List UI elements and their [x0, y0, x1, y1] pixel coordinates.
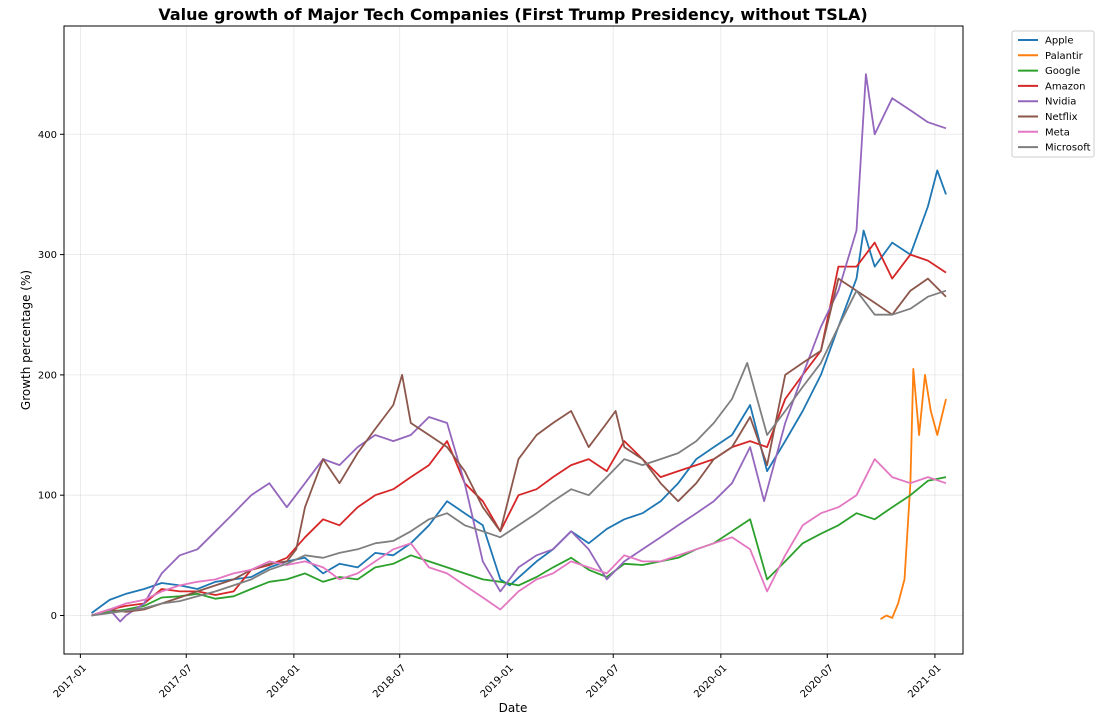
- plot-area-frame: [63, 25, 964, 655]
- y-tick-label: 300: [38, 250, 57, 261]
- legend-label-palantir: Palantir: [1045, 51, 1084, 62]
- legend-label-amazon: Amazon: [1045, 81, 1085, 92]
- legend-label-google: Google: [1045, 66, 1080, 77]
- legend-label-microsoft: Microsoft: [1045, 143, 1091, 154]
- x-axis-label: Date: [499, 701, 528, 715]
- series-lines: [90, 73, 947, 623]
- legend-label-apple: Apple: [1045, 36, 1073, 47]
- series-line-apple: [90, 169, 947, 614]
- y-tick-label: 200: [38, 370, 57, 381]
- series-line-meta: [91, 458, 947, 617]
- series-line-netflix: [91, 277, 947, 617]
- legend-label-netflix: Netflix: [1045, 112, 1078, 123]
- y-axis-label: Growth percentage (%): [19, 270, 33, 410]
- series-line-google: [91, 476, 947, 617]
- y-tick-label: 0: [51, 611, 57, 622]
- series-line-nvidia: [91, 73, 947, 623]
- series-line-microsoft: [91, 289, 947, 617]
- y-tick-label: 100: [38, 491, 57, 502]
- legend-label-nvidia: Nvidia: [1045, 97, 1076, 108]
- legend: Apple Palantir Google Amazon Nvidia Netflix Me…: [1011, 30, 1095, 158]
- y-tick-label: 400: [38, 130, 57, 141]
- grid: [64, 26, 963, 654]
- legend-label-meta: Meta: [1045, 127, 1070, 138]
- chart-title: Value growth of Major Tech Companies (Fi…: [158, 5, 867, 24]
- series-line-palantir: [880, 368, 947, 620]
- legend-frame: [1011, 30, 1095, 158]
